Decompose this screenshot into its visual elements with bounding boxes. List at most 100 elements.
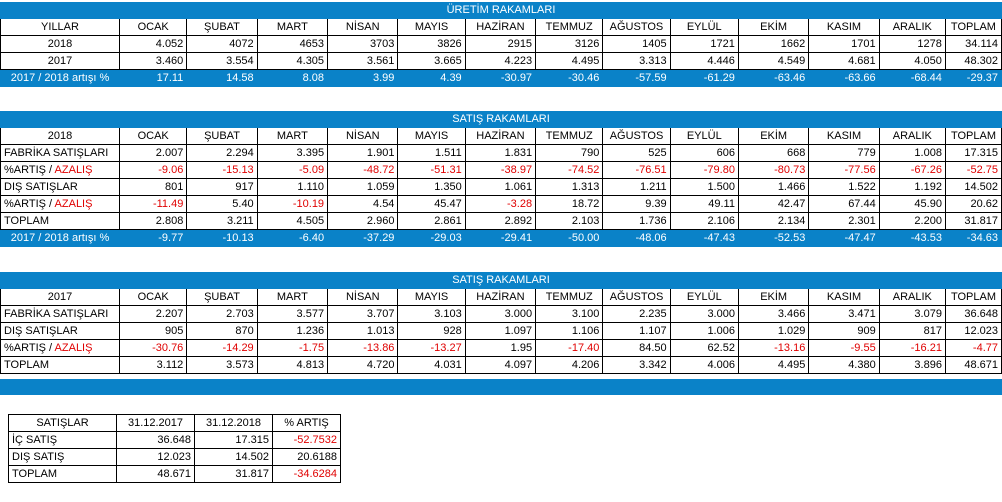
table-cell: 1.236 [256,322,329,340]
table-cell: 3.342 [602,356,671,374]
table-cell: 3126 [535,35,604,53]
table-cell: 1.029 [737,322,810,340]
row-label: 2017 [0,52,121,70]
column-header: 31.12.2017 [116,414,195,432]
table-cell: 790 [535,144,604,162]
table-cell: 801 [119,178,188,196]
table-cell: 3.707 [327,305,399,323]
column-header: NİSAN [327,18,399,36]
table-cell: 17.315 [944,144,1002,162]
footer-cell: 17.11 [119,69,188,87]
table-cell: 9.39 [602,195,671,213]
table-cell: 4653 [256,35,329,53]
table-cell: 3.395 [256,144,329,162]
uretim-table: ÜRETİM RAKAMLARI YILLAR OCAK ŞUBAT MART NİSA… [0,2,1002,87]
table-cell: 3703 [327,35,399,53]
row-label: %ARTIŞ / AZALIŞ [0,339,121,357]
column-header: ŞUBAT [186,288,258,306]
table-cell: -13.27 [397,339,466,357]
table-cell: 928 [397,322,466,340]
table-cell: 3.577 [256,305,329,323]
footer-cell: -37.29 [327,229,399,247]
footer-cell: -29.37 [944,69,1002,87]
table-cell: -16.21 [878,339,946,357]
table-cell: 3.460 [119,52,188,70]
column-header: EKİM [737,127,810,145]
table-cell: 1.110 [256,178,329,196]
table-cell: 3.554 [186,52,258,70]
column-header: AĞUSTOS [602,18,671,36]
table-cell: 20.62 [944,195,1002,213]
footer-cell: -52.53 [737,229,810,247]
footer-cell: -6.40 [256,229,329,247]
table-cell: -1.75 [256,339,329,357]
row-label-part: %ARTIŞ / [4,341,55,354]
column-header: OCAK [119,127,188,145]
footer-cell: -10.13 [186,229,258,247]
column-header: KASIM [808,127,880,145]
table-cell: 1.350 [397,178,466,196]
column-header: EKİM [737,288,810,306]
footer-label: 2017 / 2018 artışı % [0,69,121,87]
table-cell: 1.511 [397,144,466,162]
table-cell: 4.681 [808,52,880,70]
row-label: TOPLAM [0,212,121,230]
table-cell: 4.495 [737,356,810,374]
column-header: MAYIS [397,288,466,306]
table-cell: -3.28 [464,195,537,213]
column-header: MART [256,127,329,145]
table-cell: 4.031 [397,356,466,374]
satis-2018-title: SATIŞ RAKAMLARI [0,111,1002,128]
column-header: EYLÜL [669,288,739,306]
column-header: SATIŞLAR [8,414,117,432]
table-cell: 1.901 [327,144,399,162]
table-cell: 2.106 [669,212,739,230]
table-cell: 3.000 [464,305,537,323]
table-cell: -9.55 [808,339,880,357]
table-cell: 2.861 [397,212,466,230]
table-cell: 1.106 [535,322,604,340]
table-cell: 3826 [397,35,466,53]
footer-cell: 14.58 [186,69,258,87]
row-label-part: %ARTIŞ / [4,163,55,176]
table-cell: 1.006 [669,322,739,340]
table-cell: -79.80 [669,161,739,179]
table-cell: -13.16 [737,339,810,357]
footer-cell: -30.46 [535,69,604,87]
table-cell: 2.207 [119,305,188,323]
table-cell: 4.495 [535,52,604,70]
table-cell: 4.720 [327,356,399,374]
footer-cell: -63.46 [737,69,810,87]
table-cell: 1.313 [535,178,604,196]
table-cell: 817 [878,322,946,340]
table-cell: 1.097 [464,322,537,340]
table-cell: 42.47 [737,195,810,213]
table-cell: 2.235 [602,305,671,323]
column-header: TOPLAM [944,18,1002,36]
table-cell: 48.302 [944,52,1002,70]
table-cell: -17.40 [535,339,604,357]
table-cell: 1.466 [737,178,810,196]
row-label: %ARTIŞ / AZALIŞ [0,161,121,179]
column-header: AĞUSTOS [602,127,671,145]
table-cell: 36.648 [944,305,1002,323]
table-cell: 4.549 [737,52,810,70]
column-header: HAZİRAN [464,18,537,36]
column-header: EYLÜL [669,18,739,36]
table-cell: -9.06 [119,161,188,179]
table-cell: 4.54 [327,195,399,213]
column-header: MART [256,288,329,306]
table-cell: -14.29 [186,339,258,357]
table-cell: 2.808 [119,212,188,230]
table-cell: 62.52 [669,339,739,357]
table-cell: 1.013 [327,322,399,340]
row-label-decrease: AZALIŞ [54,197,93,210]
table-cell: 2.294 [186,144,258,162]
row-label: DIŞ SATIŞ [8,448,117,466]
footer-cell: -29.41 [464,229,537,247]
footer-cell: -63.66 [808,69,880,87]
table-cell: 779 [808,144,880,162]
table-cell: -52.75 [944,161,1002,179]
table-cell: 525 [602,144,671,162]
row-label-part: %ARTIŞ / [4,197,55,210]
